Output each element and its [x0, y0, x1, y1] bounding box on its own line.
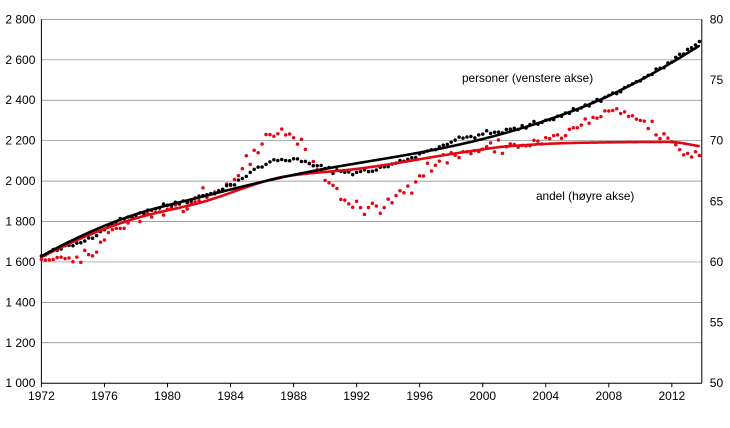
svg-text:75: 75: [710, 73, 724, 87]
svg-text:65: 65: [710, 194, 724, 208]
svg-text:2 000: 2 000: [5, 174, 35, 188]
svg-text:55: 55: [710, 316, 724, 330]
svg-text:1 400: 1 400: [5, 295, 35, 309]
svg-text:1984: 1984: [217, 389, 244, 403]
svg-text:1 200: 1 200: [5, 336, 35, 350]
svg-text:80: 80: [710, 12, 724, 26]
svg-text:2 400: 2 400: [5, 93, 35, 107]
svg-text:2 800: 2 800: [5, 12, 35, 26]
svg-text:1996: 1996: [406, 389, 433, 403]
svg-text:2004: 2004: [532, 389, 559, 403]
svg-text:1980: 1980: [154, 389, 181, 403]
svg-text:2 600: 2 600: [5, 53, 35, 67]
svg-text:personer (venstere akse): personer (venstere akse): [462, 71, 593, 85]
svg-text:1 000: 1 000: [5, 376, 35, 390]
svg-text:1972: 1972: [28, 389, 55, 403]
svg-text:1976: 1976: [91, 389, 118, 403]
svg-text:70: 70: [710, 134, 724, 148]
svg-text:1992: 1992: [343, 389, 370, 403]
svg-text:1 600: 1 600: [5, 255, 35, 269]
svg-text:2 200: 2 200: [5, 134, 35, 148]
svg-text:1988: 1988: [280, 389, 307, 403]
svg-text:50: 50: [710, 376, 724, 390]
svg-text:andel (høyre akse): andel (høyre akse): [536, 189, 634, 203]
svg-text:2008: 2008: [595, 389, 622, 403]
svg-text:60: 60: [710, 255, 724, 269]
svg-text:2012: 2012: [658, 389, 685, 403]
svg-text:1 800: 1 800: [5, 215, 35, 229]
svg-text:2000: 2000: [469, 389, 496, 403]
